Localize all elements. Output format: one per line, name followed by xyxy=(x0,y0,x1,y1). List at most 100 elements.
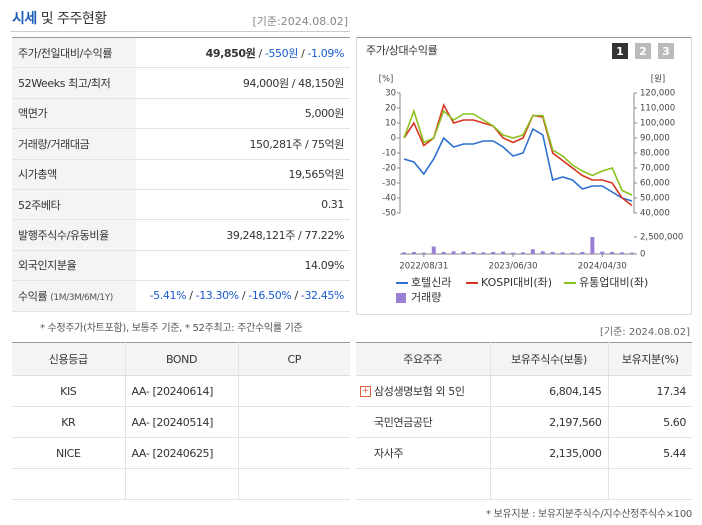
cell-text: 국민연금공단 xyxy=(374,416,433,429)
y-axis-label: [%] xyxy=(379,75,394,85)
y2-tick-label: 50,000 xyxy=(640,194,670,204)
column-header: 주요주주 xyxy=(356,342,491,376)
volume-bar xyxy=(402,252,406,254)
table-cell: KIS xyxy=(12,375,126,407)
value-part: 94,000원 / 48,150원 xyxy=(242,77,345,91)
y-tick-label: 10 xyxy=(385,119,396,129)
volume-bar xyxy=(560,252,565,254)
y2-tick-label: 110,000 xyxy=(640,104,675,114)
info-value: 49,850원 / -550원 / -1.09% xyxy=(136,37,350,69)
column-header: 보유지분(%) xyxy=(608,342,692,376)
y2-tick-label: 40,000 xyxy=(640,209,670,219)
volume-bar xyxy=(530,249,535,254)
table-row: NICE AA- [20240625] xyxy=(12,437,350,469)
volume-bar xyxy=(451,251,456,254)
value-part: / xyxy=(186,289,196,303)
period-button-label[interactable]: 1 xyxy=(616,45,624,58)
y-tick-label: -40 xyxy=(382,194,396,204)
info-value: 14.09% xyxy=(136,250,350,282)
volume-bar xyxy=(491,251,496,254)
title-main: 시세 xyxy=(12,11,37,27)
title-rule xyxy=(10,31,350,32)
cell-text: 2,135,000 xyxy=(549,446,602,460)
volume-bar xyxy=(520,252,525,254)
y-tick-label: 20 xyxy=(385,104,396,114)
period-button[interactable] xyxy=(658,43,674,59)
table-cell xyxy=(238,468,350,500)
volume-tick-label: 2,500,000 xyxy=(640,233,683,243)
y-tick-label: -30 xyxy=(382,179,396,189)
value-part: 49,850원 xyxy=(205,46,256,60)
table-cell: 17.34 xyxy=(608,375,692,407)
column-header: 신용등급 xyxy=(12,342,126,376)
x-tick-label: 2024/04/30 xyxy=(578,262,627,272)
info-label: 액면가 xyxy=(12,98,136,130)
table-cell: AA- [20240614] xyxy=(125,375,239,407)
info-label: 거래량/거래대금 xyxy=(12,128,136,160)
value-part: 150,281주 / 75억원 xyxy=(249,137,344,151)
expand-icon[interactable]: + xyxy=(360,386,371,397)
volume-bar xyxy=(421,252,426,254)
label-text: 외국인지분율 xyxy=(18,259,77,273)
value-part: 0.31 xyxy=(321,198,344,212)
info-label: 외국인지분율 xyxy=(12,250,136,282)
info-row: 발행주식수/유동비율 39,248,121주 / 77.22% xyxy=(12,219,350,251)
table-row: + 삼성생명보험 외 5인 6,804,145 17.34 xyxy=(356,375,692,407)
volume-bar xyxy=(610,251,615,254)
cell-text: 자사주 xyxy=(374,447,404,460)
column-header: CP xyxy=(238,342,350,376)
value-part: 5,000원 xyxy=(304,107,345,121)
info-value: 0.31 xyxy=(136,189,350,221)
y-tick-label: 30 xyxy=(385,89,396,99)
value-part: / xyxy=(297,46,308,60)
cell-text: 6,804,145 xyxy=(549,384,602,398)
y-tick-label: -50 xyxy=(382,209,396,219)
volume-bar xyxy=(411,251,416,254)
info-value: 94,000원 / 48,150원 xyxy=(136,67,350,99)
cell-text: 삼성생명보험 외 5인 xyxy=(374,385,465,398)
table-cell: 자사주 xyxy=(356,437,491,469)
y2-tick-label: 90,000 xyxy=(640,134,670,144)
table-cell xyxy=(238,375,350,407)
cell-text: 5.44 xyxy=(663,446,686,460)
label-text: 발행주식수/유동비율 xyxy=(18,229,109,243)
series-line xyxy=(403,108,633,196)
series-line xyxy=(403,102,633,207)
volume-bar xyxy=(431,246,436,254)
table-row xyxy=(356,468,692,500)
volume-bar xyxy=(570,252,575,254)
y2-axis-label: [원] xyxy=(651,75,665,85)
base-date: [기준: 2024.08.02] xyxy=(599,327,690,338)
info-row: 시가총액 19,565억원 xyxy=(12,159,350,190)
info-value: 150,281주 / 75억원 xyxy=(136,128,350,160)
value-part: 39,248,121주 / 77.22% xyxy=(226,229,344,243)
footnote: * 보유지분 : 보유지분주식수/지수산정주식수×100 xyxy=(486,509,692,520)
volume-bar xyxy=(590,237,595,254)
volume-bar xyxy=(501,251,506,254)
cell-text: 5.60 xyxy=(663,415,686,429)
y2-tick-label: 100,000 xyxy=(640,119,675,129)
volume-bar xyxy=(540,251,545,254)
chart-panel xyxy=(356,37,692,315)
table-cell: 5.60 xyxy=(608,406,692,438)
label-text: 52주베타 xyxy=(18,198,61,212)
volume-bar xyxy=(441,251,446,254)
holders-table: 주요주주 보유주식수(보통) 보유지분(%) + 삼성생명보험 외 5인 6,804,14… xyxy=(356,342,692,500)
period-button[interactable] xyxy=(612,43,628,59)
table-cell: 2,135,000 xyxy=(490,437,609,469)
period-button-label[interactable]: 2 xyxy=(639,45,647,58)
cell-text: NICE xyxy=(55,446,81,460)
period-button[interactable] xyxy=(635,43,651,59)
volume-bar xyxy=(471,251,476,254)
cell-text: KR xyxy=(61,415,76,429)
column-header: 보유주식수(보통) xyxy=(490,342,609,376)
legend-label: 거래량 xyxy=(411,291,441,304)
info-row: 수익률 (1M/3M/6M/1Y) -5.41% / -13.30% / -16.… xyxy=(12,280,350,312)
chart: 주가/상대수익률 1 2 3 [%] [원] 30 20 10 0 -10 -20 -30 -40 -50 1… xyxy=(366,43,683,304)
info-label: 시가총액 xyxy=(12,159,136,190)
label-text: 52Weeks 최고/최저 xyxy=(18,77,111,91)
table-cell xyxy=(238,406,350,438)
volume-tick-label: 0 xyxy=(640,250,645,260)
period-button-label[interactable]: 3 xyxy=(662,45,670,58)
